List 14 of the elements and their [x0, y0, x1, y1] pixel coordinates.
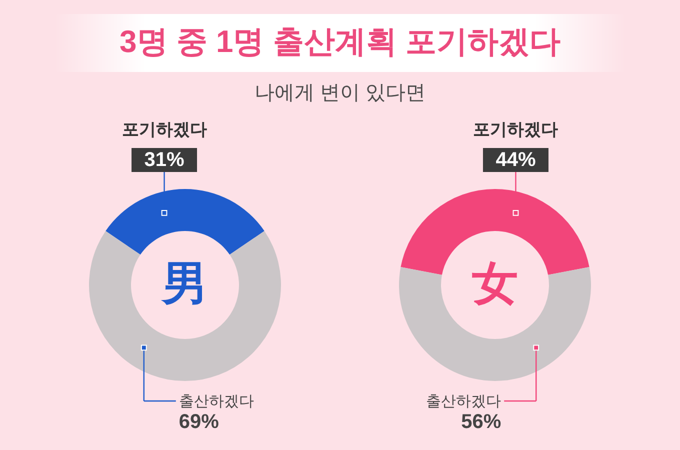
data-label: 44%	[496, 149, 536, 171]
slice-label: 출산하겠다	[426, 393, 502, 410]
slice-label: 포기하겠다	[473, 120, 558, 139]
text: 女	[472, 257, 518, 309]
data-label: 69%	[178, 411, 220, 433]
data-label: 31%	[144, 149, 185, 171]
donut-slice	[89, 231, 281, 381]
slice-label: 출산하겠다	[178, 393, 254, 410]
slice-label: 포기하겠다	[122, 120, 207, 139]
text: 나에게 변이 있다면	[254, 82, 426, 104]
data-label: 56%	[461, 411, 502, 433]
text: 男	[160, 257, 208, 309]
text: 3명 중 1명 출산계획 포기하겠다	[120, 24, 560, 59]
donut-slice	[106, 189, 264, 255]
